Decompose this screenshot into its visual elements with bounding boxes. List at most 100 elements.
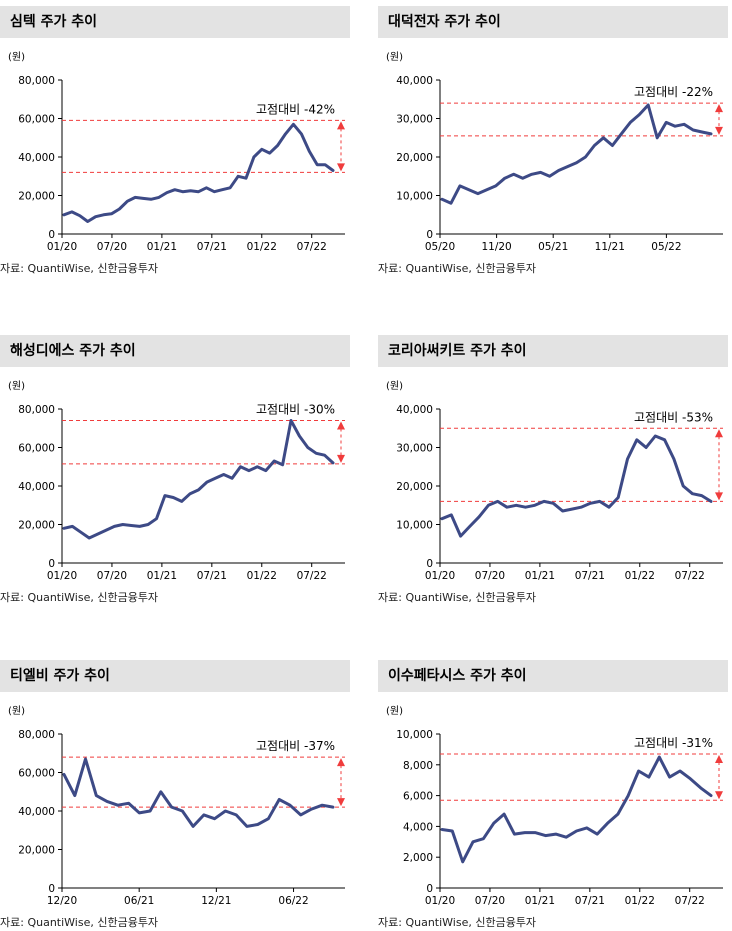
- x-tick-label: 07/20: [475, 570, 505, 582]
- y-tick-label: 2,000: [403, 852, 433, 864]
- drawdown-annotation: 고점대비 -53%: [634, 410, 713, 424]
- y-tick-label: 10,000: [396, 191, 433, 203]
- x-tick-label: 01/21: [525, 570, 555, 582]
- arrow-down-icon: [337, 163, 345, 172]
- y-tick-label: 40,000: [18, 806, 55, 818]
- source-note: 자료: QuantiWise, 신한금융투자: [0, 262, 159, 275]
- y-tick-label: 20,000: [18, 845, 55, 857]
- x-tick-label: 01/21: [147, 241, 177, 253]
- x-tick-label: 07/21: [575, 570, 605, 582]
- drawdown-annotation: 고점대비 -22%: [634, 85, 713, 99]
- price-line: [440, 434, 713, 538]
- y-tick-label: 20,000: [396, 152, 433, 164]
- x-tick-label: 07/20: [475, 895, 505, 907]
- x-tick-label: 06/22: [278, 895, 308, 907]
- x-tick-label: 07/20: [97, 570, 127, 582]
- line-chart: 0 20,000 40,000 60,000 80,000 01/20 07/20 01/21…: [18, 403, 345, 582]
- y-tick-label: 60,000: [18, 443, 55, 455]
- x-tick-label: 01/20: [47, 241, 77, 253]
- y-tick-label: 10,000: [396, 729, 433, 741]
- x-tick-label: 05/21: [538, 241, 568, 253]
- arrow-up-icon: [715, 104, 723, 113]
- chart-title: 이수페타시스 주가 추이: [378, 660, 728, 692]
- y-tick-label: 40,000: [18, 152, 55, 164]
- price-line: [440, 755, 713, 864]
- y-tick-label: 20,000: [18, 191, 55, 203]
- source-note: 자료: QuantiWise, 신한금융투자: [378, 591, 537, 604]
- y-tick-label: 10,000: [396, 520, 433, 532]
- source-note: 자료: QuantiWise, 신한금융투자: [378, 262, 537, 275]
- x-tick-label: 01/20: [425, 570, 455, 582]
- arrow-down-icon: [715, 126, 723, 135]
- y-tick-label: 30,000: [396, 114, 433, 126]
- x-tick-label: 07/20: [97, 241, 127, 253]
- y-tick-label: 0: [426, 229, 433, 241]
- line-chart: 0 10,000 20,000 30,000 40,000 01/20 07/20 01/21…: [396, 404, 723, 582]
- x-tick-label: 12/21: [201, 895, 231, 907]
- x-tick-label: 01/21: [525, 895, 555, 907]
- chart-title: 코리아써키트 주가 추이: [378, 335, 728, 367]
- y-tick-label: 80,000: [18, 404, 55, 416]
- source-note: 자료: QuantiWise, 신한금융투자: [0, 916, 159, 929]
- arrow-down-icon: [715, 492, 723, 501]
- x-tick-label: 01/20: [47, 570, 77, 582]
- arrow-up-icon: [337, 758, 345, 767]
- price-line: [62, 122, 335, 223]
- y-tick-label: 0: [48, 558, 55, 570]
- x-tick-label: 01/22: [247, 241, 277, 253]
- x-tick-label: 01/22: [625, 895, 655, 907]
- x-tick-label: 01/22: [625, 570, 655, 582]
- y-tick-label: 20,000: [18, 520, 55, 532]
- y-tick-label: 20,000: [396, 481, 433, 493]
- x-tick-label: 07/22: [297, 241, 327, 253]
- line-chart: 0 2,000 4,000 6,000 8,000 10,000 01/20 07/20 01/…: [396, 729, 723, 907]
- y-tick-label: 0: [426, 558, 433, 570]
- y-tick-label: 60,000: [18, 114, 55, 126]
- arrow-down-icon: [715, 791, 723, 800]
- unit-label: (원): [8, 52, 26, 63]
- price-line: [62, 419, 335, 540]
- unit-label: (원): [386, 706, 404, 717]
- line-chart: 0 20,000 40,000 60,000 80,000 01/20 07/20 01/21…: [18, 75, 345, 253]
- y-tick-label: 0: [48, 883, 55, 895]
- y-tick-label: 30,000: [396, 443, 433, 455]
- x-tick-label: 05/22: [651, 241, 681, 253]
- line-chart: 0 10,000 20,000 30,000 40,000 05/20 11/20 05/21…: [396, 75, 723, 253]
- x-tick-label: 05/20: [425, 241, 455, 253]
- y-tick-label: 40,000: [18, 481, 55, 493]
- y-tick-label: 0: [48, 229, 55, 241]
- x-tick-label: 07/22: [297, 570, 327, 582]
- x-tick-label: 11/20: [481, 241, 511, 253]
- drawdown-annotation: 고점대비 -30%: [256, 403, 335, 417]
- x-tick-label: 12/20: [47, 895, 77, 907]
- x-tick-label: 11/21: [595, 241, 625, 253]
- source-note: 자료: QuantiWise, 신한금융투자: [378, 916, 537, 929]
- y-tick-label: 8,000: [403, 760, 433, 772]
- chart-title: 심텍 주가 추이: [0, 6, 350, 38]
- y-tick-label: 80,000: [18, 729, 55, 741]
- x-tick-label: 07/22: [675, 895, 705, 907]
- y-tick-label: 80,000: [18, 75, 55, 87]
- arrow-down-icon: [337, 454, 345, 463]
- line-chart: 0 20,000 40,000 60,000 80,000 12/20 06/21 12/21…: [18, 729, 345, 907]
- price-line: [440, 103, 713, 205]
- y-tick-label: 6,000: [403, 791, 433, 803]
- drawdown-annotation: 고점대비 -42%: [256, 102, 335, 116]
- chart-title: 해성디에스 주가 추이: [0, 335, 350, 367]
- x-tick-label: 07/21: [575, 895, 605, 907]
- price-line: [62, 757, 335, 828]
- x-tick-label: 01/21: [147, 570, 177, 582]
- unit-label: (원): [386, 52, 404, 63]
- arrow-up-icon: [337, 421, 345, 430]
- y-tick-label: 0: [426, 883, 433, 895]
- x-tick-label: 01/20: [425, 895, 455, 907]
- arrow-up-icon: [337, 121, 345, 130]
- y-tick-label: 40,000: [396, 404, 433, 416]
- unit-label: (원): [386, 381, 404, 392]
- x-tick-label: 01/22: [247, 570, 277, 582]
- drawdown-annotation: 고점대비 -37%: [256, 739, 335, 753]
- arrow-up-icon: [715, 755, 723, 764]
- unit-label: (원): [8, 706, 26, 717]
- drawdown-annotation: 고점대비 -31%: [634, 736, 713, 750]
- y-tick-label: 4,000: [403, 821, 433, 833]
